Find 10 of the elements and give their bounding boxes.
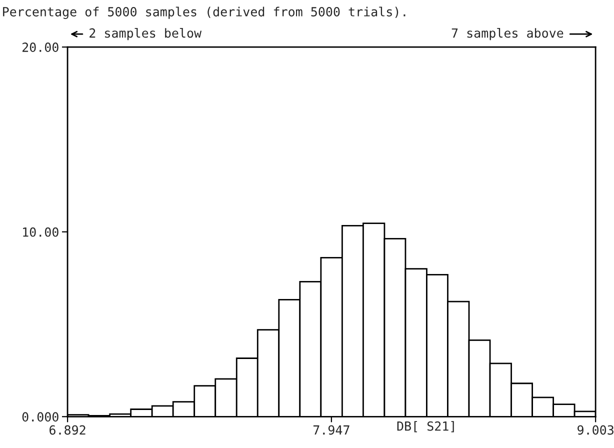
x-tick-label: 9.003 — [578, 425, 614, 435]
y-tick-label: 20.00 — [22, 42, 58, 52]
x-tick-label: 7.947 — [313, 425, 350, 435]
text: 7 samples above — [452, 28, 564, 40]
text: 2 samples below — [90, 28, 202, 40]
x-axis-title: DB[ S21] — [397, 421, 454, 432]
x-tick-label: 6.892 — [50, 425, 86, 435]
y-tick-label: 10.00 — [23, 227, 58, 237]
y-tick-label: 0.000 — [22, 412, 58, 422]
chart-title: Percentage of 5000 samples (derived from 5000 trials). — [3, 6, 406, 19]
